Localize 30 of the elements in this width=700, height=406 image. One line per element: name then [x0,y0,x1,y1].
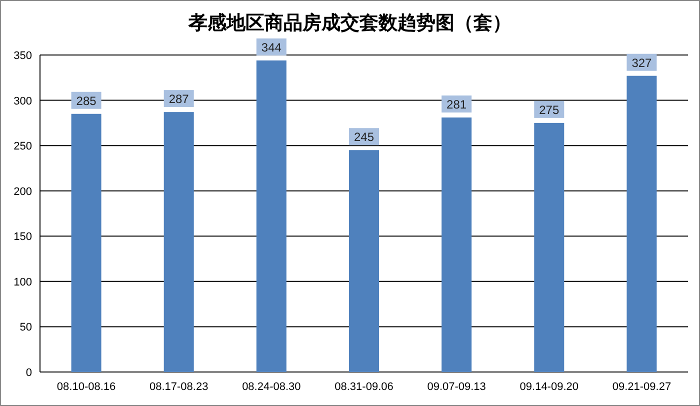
x-tick-label: 08.17-08.23 [150,381,208,393]
bar [626,76,657,372]
x-tick-label: 09.14-09.20 [520,381,578,393]
data-label: 275 [539,102,560,117]
data-label: 281 [446,97,467,112]
x-tick-label: 08.31-09.06 [334,381,394,393]
y-tick-label: 350 [14,50,32,62]
bar [256,60,286,372]
bar [442,117,472,372]
y-tick-label: 50 [20,322,32,334]
y-tick-label: 150 [14,231,32,244]
bar [71,114,102,372]
x-tick-label: 09.21-09.27 [612,381,672,393]
x-tick-label: 08.24-08.30 [242,381,301,393]
bar [164,112,194,372]
chart-title: 孝感地区商品房成交套数趋势图（套） [188,12,512,34]
x-tick-label: 08.10-08.16 [56,381,116,393]
y-tick-label: 0 [26,367,32,379]
y-tick-label: 200 [14,186,32,198]
y-tick-label: 300 [14,95,32,108]
y-tick-label: 250 [14,140,32,153]
data-label: 287 [168,92,190,106]
data-label: 245 [354,130,374,144]
data-label: 285 [76,94,97,108]
y-tick-label: 100 [14,276,32,288]
bar [349,150,379,372]
data-label: 344 [261,40,282,54]
x-tick-label: 09.07-09.13 [427,381,486,393]
data-label: 327 [632,56,652,70]
bar [534,122,564,372]
